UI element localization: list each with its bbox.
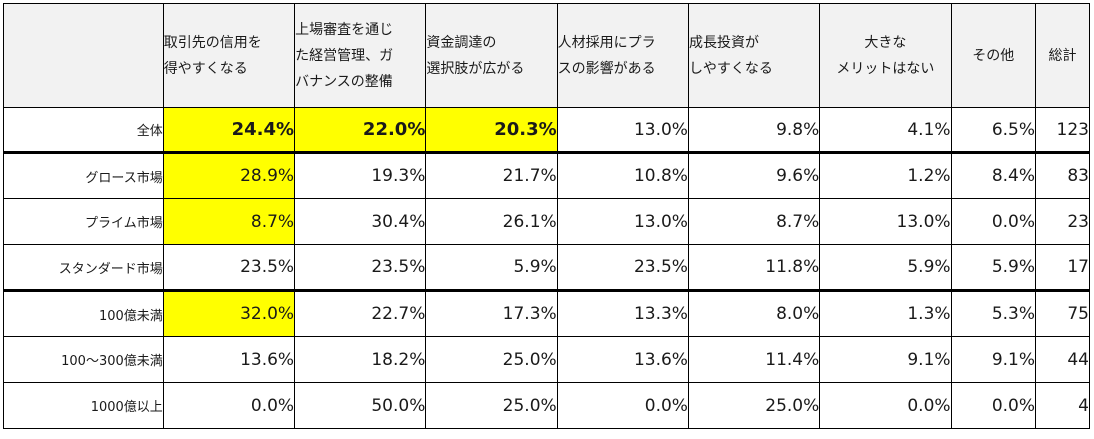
table-cell: 9.6%: [687, 151, 821, 199]
table-cell: 28.9%: [162, 151, 296, 199]
table-cell: 13.0%: [556, 198, 689, 245]
header-row: 取引先の信用を 得やすくなる 上場審査を通じ た経営管理、ガ バナンスの整備 資…: [3, 3, 1090, 108]
table-cell: 10.8%: [556, 151, 689, 199]
table-cell: 32.0%: [162, 289, 296, 337]
table-row: 100億未満 32.0% 22.7% 17.3% 13.3% 8.0% 1.3%…: [3, 289, 1090, 337]
table-cell: 13.6%: [556, 336, 689, 383]
table-cell: 8.4%: [950, 151, 1037, 199]
column-header: 成長投資が しやすくなる: [687, 3, 821, 108]
table-cell: 4.1%: [819, 107, 952, 153]
column-header: 人材採用にプラ スの影響がある: [556, 3, 689, 108]
table-cell: 13.0%: [819, 198, 952, 245]
table-row: 100～300億未満 13.6% 18.2% 25.0% 13.6% 11.4%…: [3, 336, 1090, 383]
table-cell: 5.9%: [819, 244, 952, 291]
table-cell: 1.3%: [819, 289, 952, 337]
table-cell: 9.1%: [819, 336, 952, 383]
row-label: 1000億以上: [3, 382, 164, 429]
table-cell: 13.6%: [162, 336, 296, 383]
table-cell: 11.8%: [687, 244, 821, 291]
column-header: その他: [950, 3, 1037, 108]
row-label: 全体: [3, 107, 164, 153]
table-cell: 50.0%: [294, 382, 427, 429]
table-row: スタンダード市場 23.5% 23.5% 5.9% 23.5% 11.8% 5.…: [3, 244, 1090, 291]
table-cell: 23.5%: [294, 244, 427, 291]
table-cell: 9.1%: [950, 336, 1037, 383]
column-header: 上場審査を通じ た経営管理、ガ バナンスの整備: [294, 3, 427, 108]
table-cell: 6.5%: [950, 107, 1037, 153]
table-row: グロース市場 28.9% 19.3% 21.7% 10.8% 9.6% 1.2%…: [3, 151, 1090, 199]
table-cell: 22.0%: [294, 107, 427, 153]
table-cell: 1.2%: [819, 151, 952, 199]
column-header: 総計: [1035, 3, 1090, 108]
table-cell: 26.1%: [425, 198, 558, 245]
table-cell: 25.0%: [425, 382, 558, 429]
row-label: 100～300億未満: [3, 336, 164, 383]
column-header: 取引先の信用を 得やすくなる: [162, 3, 296, 108]
table-cell: 13.3%: [556, 289, 689, 337]
table-cell: 21.7%: [425, 151, 558, 199]
table-row: 1000億以上 0.0% 50.0% 25.0% 0.0% 25.0% 0.0%…: [3, 382, 1090, 429]
table-cell: 0.0%: [556, 382, 689, 429]
row-label: スタンダード市場: [3, 244, 164, 291]
table-cell: 4: [1035, 382, 1090, 429]
table-row: 全体 24.4% 22.0% 20.3% 13.0% 9.8% 4.1% 6.5…: [3, 107, 1090, 153]
table-cell: 5.9%: [425, 244, 558, 291]
table-cell: 8.0%: [687, 289, 821, 337]
table-cell: 11.4%: [687, 336, 821, 383]
table-cell: 8.7%: [687, 198, 821, 245]
table-cell: 0.0%: [162, 382, 296, 429]
table-cell: 0.0%: [950, 198, 1037, 245]
table-cell: 24.4%: [162, 107, 296, 153]
table-cell: 17: [1035, 244, 1090, 291]
table-cell: 18.2%: [294, 336, 427, 383]
column-header: 資金調達の 選択肢が広がる: [425, 3, 558, 108]
table-cell: 22.7%: [294, 289, 427, 337]
row-label: グロース市場: [3, 151, 164, 199]
table-cell: 9.8%: [687, 107, 821, 153]
table-cell: 44: [1035, 336, 1090, 383]
table-row: プライム市場 8.7% 30.4% 26.1% 13.0% 8.7% 13.0%…: [3, 198, 1090, 245]
table-cell: 123: [1035, 107, 1090, 153]
table-cell: 8.7%: [162, 198, 296, 245]
table-cell: 13.0%: [556, 107, 689, 153]
table-cell: 17.3%: [425, 289, 558, 337]
table-cell: 23: [1035, 198, 1090, 245]
table-cell: 25.0%: [687, 382, 821, 429]
table-cell: 30.4%: [294, 198, 427, 245]
table-cell: 20.3%: [425, 107, 558, 153]
column-header: 大きな メリットはない: [819, 3, 952, 108]
row-label: プライム市場: [3, 198, 164, 245]
table-cell: 5.3%: [950, 289, 1037, 337]
table-cell: 23.5%: [162, 244, 296, 291]
table-cell: 0.0%: [819, 382, 952, 429]
table-cell: 5.9%: [950, 244, 1037, 291]
table-cell: 75: [1035, 289, 1090, 337]
table-cell: 25.0%: [425, 336, 558, 383]
survey-table: 取引先の信用を 得やすくなる 上場審査を通じ た経営管理、ガ バナンスの整備 資…: [3, 3, 1090, 429]
table-cell: 19.3%: [294, 151, 427, 199]
table-cell: 0.0%: [950, 382, 1037, 429]
table-cell: 23.5%: [556, 244, 689, 291]
corner-cell: [3, 3, 164, 108]
table-cell: 83: [1035, 151, 1090, 199]
row-label: 100億未満: [3, 289, 164, 337]
